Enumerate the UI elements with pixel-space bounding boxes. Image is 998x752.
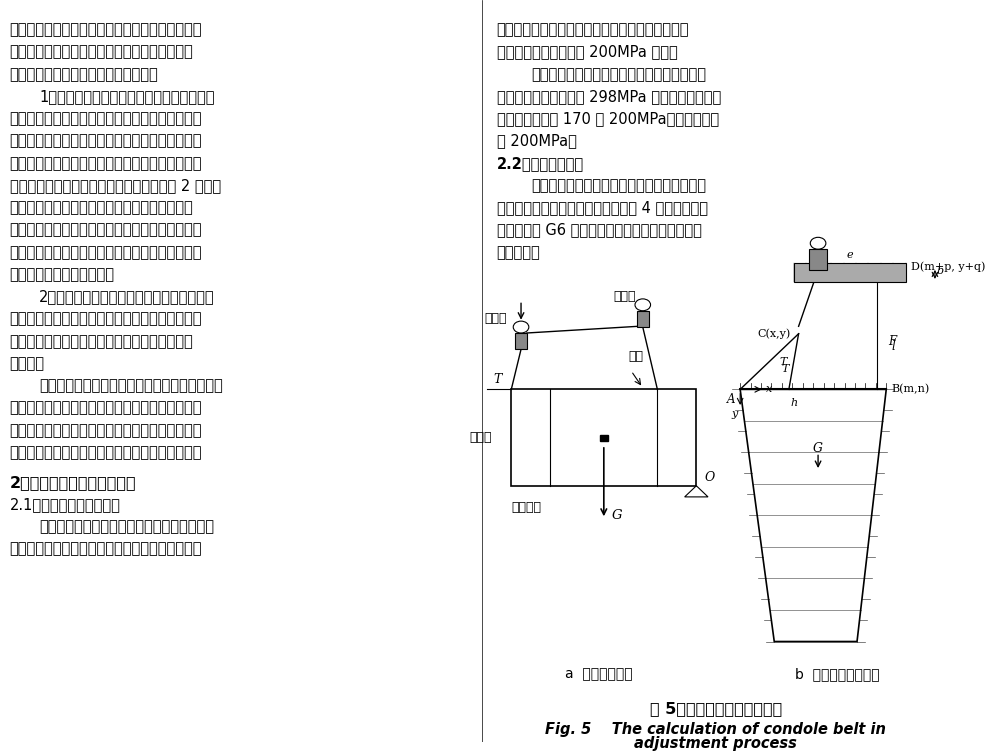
- Text: 2）调整横向内倾角　拱肋节段起吊至空中后: 2）调整横向内倾角 拱肋节段起吊至空中后: [39, 290, 215, 305]
- Text: 外，起升过程中倒链仍然保持松弛状态，拱肋节段: 外，起升过程中倒链仍然保持松弛状态，拱肋节段: [10, 223, 203, 238]
- Text: 图 5　节段调整过程吊带计算: 图 5 节段调整过程吊带计算: [650, 701, 782, 716]
- Text: 除个别应力集中点达到 298MPa 外，较大范围的应: 除个别应力集中点达到 298MPa 外，较大范围的应: [497, 89, 721, 104]
- Text: 度调整、水平角度调整、内倾角调整 4 个环节，针对: 度调整、水平角度调整、内倾角调整 4 个环节，针对: [497, 200, 708, 215]
- Text: 以节段设计图为依据，绘出节段安装到位后三: 以节段设计图为依据，绘出节段安装到位后三: [39, 519, 214, 534]
- Text: 角。节段吊装具体实施包括以下步骤。: 角。节段吊装具体实施包括以下步骤。: [10, 67, 159, 82]
- Text: 采用该法吊装，节段在船上直接起吊，翻身、角: 采用该法吊装，节段在船上直接起吊，翻身、角: [39, 378, 223, 393]
- Text: 自重由滑轮两侧的吊装绳均匀承受，起升过程中拱: 自重由滑轮两侧的吊装绳均匀承受，起升过程中拱: [10, 244, 203, 259]
- Text: 力分布中最大为 170 ～ 200MPa，小于容许应: 力分布中最大为 170 ～ 200MPa，小于容许应: [497, 111, 719, 126]
- Text: 2.2　吊带受力计算: 2.2 吊带受力计算: [497, 156, 584, 171]
- Text: 绳承担。: 绳承担。: [10, 356, 45, 371]
- Text: 腹板: 腹板: [628, 350, 643, 363]
- Text: 维图，确定节段重心。然后在拱肋节段顶板或腹板: 维图，确定节段重心。然后在拱肋节段顶板或腹板: [10, 541, 203, 556]
- Text: A: A: [727, 393, 736, 406]
- Text: 吊装绳沿滑轮滑动，调整出拱肋节段的横向内倾: 吊装绳沿滑轮滑动，调整出拱肋节段的横向内倾: [10, 44, 194, 59]
- Text: 拱肋节段: 拱肋节段: [511, 501, 541, 514]
- Text: 力 200MPa。: 力 200MPa。: [497, 134, 577, 148]
- Text: 1）起吊并调整竖向倾角　前组吊点对应的起: 1）起吊并调整竖向倾角 前组吊点对应的起: [39, 89, 215, 104]
- Text: 示，翻身过程中除个别应力集中点外，其余吊耳及: 示，翻身过程中除个别应力集中点外，其余吊耳及: [497, 23, 690, 38]
- Text: e: e: [846, 250, 853, 259]
- Text: a  翻身过程受力: a 翻身过程受力: [565, 668, 633, 681]
- Text: T: T: [493, 373, 502, 386]
- Text: 有起重机吊钩一起提升，使拱肋节段脱离甲板升至: 有起重机吊钩一起提升，使拱肋节段脱离甲板升至: [10, 156, 203, 171]
- Text: b: b: [937, 265, 944, 276]
- Bar: [637, 311, 649, 327]
- Bar: [511, 390, 697, 486]
- Text: 扁担梁: 扁担梁: [484, 312, 507, 326]
- Text: b  横向倾角调整受力: b 横向倾角调整受力: [795, 668, 880, 681]
- Text: 展开分析。: 展开分析。: [497, 244, 541, 259]
- Text: adjustment process: adjustment process: [635, 735, 797, 750]
- Text: Fig. 5    The calculation of condole belt in: Fig. 5 The calculation of condole belt i…: [545, 722, 886, 737]
- Text: 助机械设备，操作简单；但须解决吊装过程中吊点: 助机械设备，操作简单；但须解决吊装过程中吊点: [10, 423, 203, 438]
- Text: 扁担梁: 扁担梁: [614, 290, 636, 303]
- Text: B(m,n): B(m,n): [891, 384, 929, 395]
- Text: F: F: [888, 335, 896, 347]
- Text: 于松弛状态。拱肋节段起吊至空中后收紧倒链，使: 于松弛状态。拱肋节段起吊至空中后收紧倒链，使: [10, 23, 203, 38]
- Text: 的横桥向内倾角。拱肋节段自重仍然主要由吊装: 的横桥向内倾角。拱肋节段自重仍然主要由吊装: [10, 334, 194, 349]
- Text: 2.1　吊耳设计及受力验算: 2.1 吊耳设计及受力验算: [10, 497, 121, 512]
- Bar: [515, 333, 527, 350]
- Text: 平面内旋转。调整出拱肋节段的竖向倾角，然后所: 平面内旋转。调整出拱肋节段的竖向倾角，然后所: [10, 134, 203, 148]
- Bar: [600, 435, 608, 441]
- Text: 收紧倒链，使吊装绳沿滑轮滑动，调整出拱肋节段: 收紧倒链，使吊装绳沿滑轮滑动，调整出拱肋节段: [10, 311, 203, 326]
- Text: G: G: [813, 442, 823, 455]
- Text: G: G: [612, 509, 622, 522]
- Text: 起吊过程计算结果显示，吊耳及附近拱肋板件: 起吊过程计算结果显示，吊耳及附近拱肋板件: [531, 67, 706, 82]
- Text: y: y: [731, 409, 738, 420]
- Text: 肋节段不会发生横向摆动。: 肋节段不会发生横向摆动。: [10, 267, 115, 282]
- Text: x: x: [765, 384, 771, 394]
- Text: 空中。由于重心位于吊点平面附近，前、后 2 组吊具: 空中。由于重心位于吊点平面附近，前、后 2 组吊具: [10, 178, 221, 193]
- Text: 节段直接翻身起吊主要包括起吊翻身、竖向角: 节段直接翻身起吊主要包括起吊翻身、竖向角: [531, 178, 706, 193]
- Text: 重机吊钩起升，使拱肋节段绕与甲板的接触点在竖: 重机吊钩起升，使拱肋节段绕与甲板的接触点在竖: [10, 111, 203, 126]
- Text: l: l: [891, 340, 895, 353]
- Text: 位置设计、吊装绳起吊过程中安全富余度等问题。: 位置设计、吊装绳起吊过程中安全富余度等问题。: [10, 445, 203, 460]
- Text: p: p: [879, 268, 886, 278]
- Bar: [793, 263, 906, 282]
- Text: T: T: [779, 356, 786, 366]
- Text: 上翼缘: 上翼缘: [469, 431, 492, 444]
- Text: 在竖向倾角调整前和调整后受力都变化不大。此: 在竖向倾角调整前和调整后受力都变化不大。此: [10, 200, 194, 215]
- Text: 附近拱肋板件应力均在 200MPa 以内。: 附近拱肋板件应力均在 200MPa 以内。: [497, 44, 678, 59]
- Text: h: h: [790, 399, 797, 408]
- Text: D(m+p, y+q): D(m+p, y+q): [910, 262, 985, 272]
- Text: 吊重最大的 G6 节段在吊装过程中拱顶处吊带受力: 吊重最大的 G6 节段在吊装过程中拱顶处吊带受力: [497, 223, 702, 238]
- Bar: [809, 249, 826, 270]
- Text: C(x,y): C(x,y): [757, 329, 790, 339]
- Text: O: O: [705, 472, 715, 484]
- Text: 度调整均在空中完成，占用场地小，无需额外的辅: 度调整均在空中完成，占用场地小，无需额外的辅: [10, 401, 203, 416]
- Text: T: T: [781, 364, 788, 374]
- Text: 2　直接起吊过程中受力分析: 2 直接起吊过程中受力分析: [10, 475, 137, 490]
